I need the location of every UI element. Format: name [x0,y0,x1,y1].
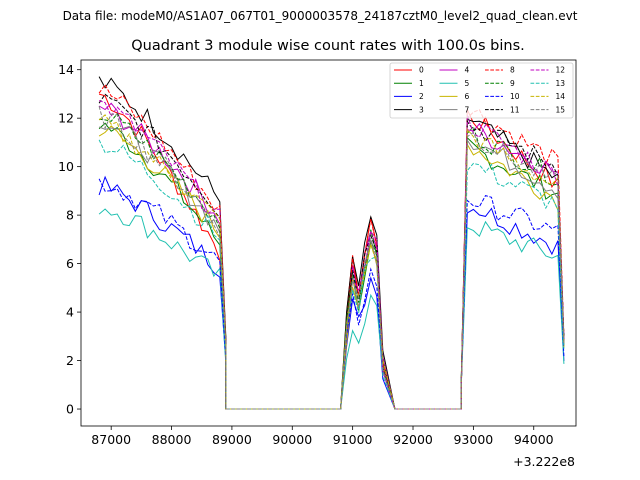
x-tick-label: 90000 [272,432,312,447]
series-line-10 [98,178,565,410]
series-line-8 [98,83,565,410]
legend-label-6: 6 [465,92,470,101]
legend-label-5: 5 [465,79,470,88]
x-offset-label: +3.222e8 [513,454,575,469]
x-tick-label: 88000 [152,432,192,447]
y-tick-label: 14 [58,62,74,77]
legend-label-10: 10 [510,92,520,101]
legend-label-12: 12 [556,66,566,75]
axes-frame [80,59,577,427]
legend-label-0: 0 [419,66,424,75]
x-tick-label: 93000 [453,432,493,447]
series-line-5 [98,208,565,410]
series-line-13 [98,139,565,410]
legend-label-2: 2 [419,92,424,101]
x-tick-label: 94000 [514,432,554,447]
series-line-15 [98,106,565,410]
x-tick-label: 87000 [91,432,131,447]
series-line-0 [98,93,565,410]
legend-label-7: 7 [465,105,470,114]
x-tick-label: 92000 [393,432,433,447]
y-tick-label: 10 [58,159,74,174]
x-tick-label: 91000 [333,432,373,447]
y-tick-label: 0 [66,402,74,417]
series-line-7 [98,125,565,410]
series-line-9 [99,112,565,410]
series-line-6 [98,125,565,410]
y-tick-label: 8 [66,208,74,223]
series-line-2 [98,175,565,410]
legend-label-3: 3 [419,105,424,114]
chart-suptitle: Data file: modeM0/AS1A07_067T01_90000035… [63,9,578,23]
legend-label-13: 13 [556,79,566,88]
y-tick-label: 12 [58,111,74,126]
plot-area [98,76,565,410]
axes-border [80,59,577,427]
legend-label-1: 1 [419,79,424,88]
legend-label-8: 8 [510,66,515,75]
legend-label-14: 14 [556,92,566,101]
series-line-11 [98,93,565,410]
legend-box [389,62,574,119]
legend-label-9: 9 [510,79,515,88]
series-line-3 [98,76,565,410]
series-line-12 [98,100,565,410]
series-line-4 [98,102,565,410]
legend-label-4: 4 [465,66,470,75]
y-tick-label: 2 [66,353,74,368]
legend-label-15: 15 [556,105,566,114]
y-axis: 0 2 4 6 8 10 12 14 [58,62,81,417]
y-tick-label: 6 [66,256,74,271]
chart-title: Quadrant 3 module wise count rates with … [131,38,525,54]
legend-label-11: 11 [510,105,520,114]
x-axis: 87000 88000 89000 90000 91000 92000 93000 94000 [91,426,554,447]
x-tick-label: 89000 [212,432,252,447]
y-tick-label: 4 [66,305,74,320]
